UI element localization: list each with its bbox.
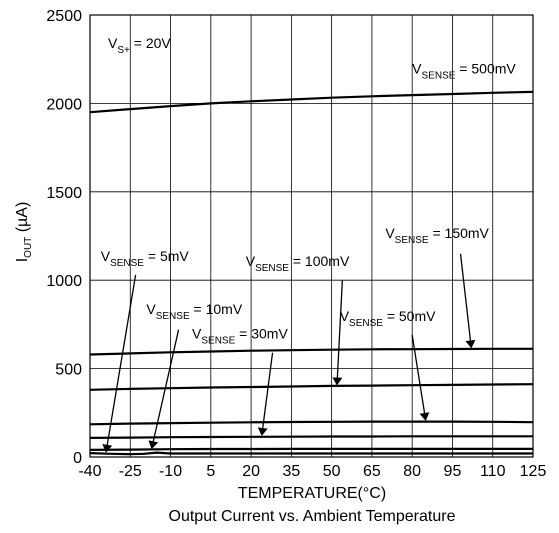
- y-tick-label: 1000: [46, 273, 82, 290]
- x-tick-label: 50: [323, 463, 341, 480]
- annotation-arrow: [257, 352, 274, 436]
- annotation-arrow: [332, 280, 344, 386]
- series-line-2: [89, 383, 534, 391]
- series-line-0: [89, 90, 534, 114]
- x-tick-label: -25: [119, 463, 142, 480]
- x-tick-label: 35: [282, 463, 300, 480]
- series-label: VSENSE = 5mV: [101, 248, 190, 269]
- x-tick-label: 110: [480, 463, 506, 480]
- x-tick-label: -40: [78, 463, 101, 480]
- grid-lines: [90, 15, 533, 457]
- annotation-arrow: [459, 253, 476, 349]
- series-label: VSENSE = 100mV: [246, 253, 350, 274]
- x-tick-label: 125: [520, 463, 547, 480]
- tick-labels: -40 -25 -10 5 20 35 50 65 80 95 110 125 0 500 1000 1500…: [46, 8, 546, 480]
- y-tick-label: 2000: [46, 96, 82, 113]
- y-tick-label: 0: [73, 450, 82, 467]
- series-line-1: [89, 347, 533, 356]
- series-line-3: [89, 420, 534, 426]
- y-tick-label: 2500: [46, 8, 82, 25]
- annotation-arrow: [411, 334, 430, 421]
- series-annotations: VSENSE = 500mV VSENSE = 150mV VSENSE = 100…: [101, 60, 516, 453]
- x-axis-title: TEMPERATURE(°C): [238, 485, 386, 502]
- y-tick-label: 1500: [46, 185, 82, 202]
- series-lines: [89, 90, 534, 456]
- series-line-4: [89, 435, 533, 439]
- series-label: VSENSE = 30mV: [192, 326, 288, 347]
- x-tick-label: 80: [403, 463, 421, 480]
- annotation-arrow: [102, 274, 137, 453]
- annotation-arrow: [148, 329, 180, 450]
- series-label: VSENSE = 150mV: [385, 225, 489, 246]
- y-tick-label: 500: [55, 362, 82, 379]
- condition-label: VS+ = 20V: [108, 35, 171, 56]
- series-label: VSENSE = 50mV: [340, 308, 436, 329]
- x-tick-label: 65: [363, 463, 381, 480]
- x-tick-label: 95: [444, 463, 462, 480]
- series-line-6: [89, 451, 533, 456]
- chart-title: Output Current vs. Ambient Temperature: [169, 508, 456, 525]
- series-line-5: [89, 447, 533, 451]
- x-tick-label: -10: [159, 463, 182, 480]
- plot-frame: [89, 14, 534, 458]
- series-label: VSENSE = 10mV: [146, 301, 242, 322]
- series-label: VSENSE = 500mV: [412, 60, 516, 81]
- x-tick-label: 5: [206, 463, 215, 480]
- y-axis-title: IOUT (µA): [14, 202, 34, 263]
- x-tick-label: 20: [242, 463, 260, 480]
